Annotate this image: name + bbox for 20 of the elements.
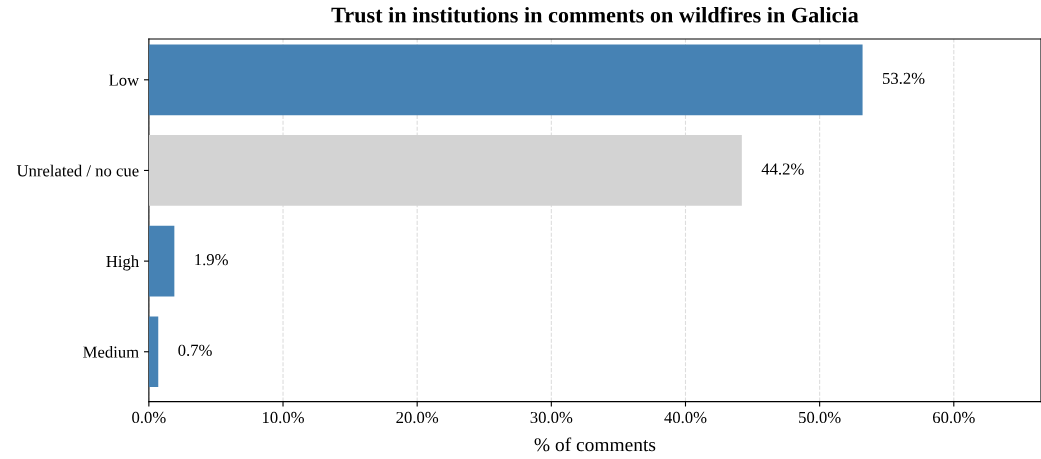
- x-tick-label: 0.0%: [132, 411, 166, 424]
- data-label: 53.2%: [882, 72, 925, 85]
- x-tick-label: 50.0%: [799, 411, 841, 424]
- x-tick-label: 60.0%: [932, 411, 975, 424]
- y-tick-label: Unrelated / no cue: [16, 164, 139, 177]
- data-label: 1.9%: [195, 254, 228, 266]
- chart-title: Trust in institutions in comments on wildfires in Galicia: [331, 6, 859, 23]
- bar: [148, 316, 159, 388]
- x-tick-label: 40.0%: [664, 411, 707, 424]
- data-label: 0.7%: [178, 344, 212, 357]
- x-tick-label: 30.0%: [530, 411, 573, 424]
- x-tick-label: 10.0%: [262, 411, 304, 424]
- y-tick-label: Low: [109, 74, 140, 86]
- data-label: 44.2%: [761, 163, 804, 175]
- y-tick-label: Medium: [83, 345, 139, 358]
- x-axis-title: % of comments: [534, 437, 656, 452]
- x-tick-label: 20.0%: [396, 411, 439, 424]
- y-tick-label: High: [106, 255, 139, 271]
- bar: [148, 44, 863, 116]
- bar: [148, 225, 175, 297]
